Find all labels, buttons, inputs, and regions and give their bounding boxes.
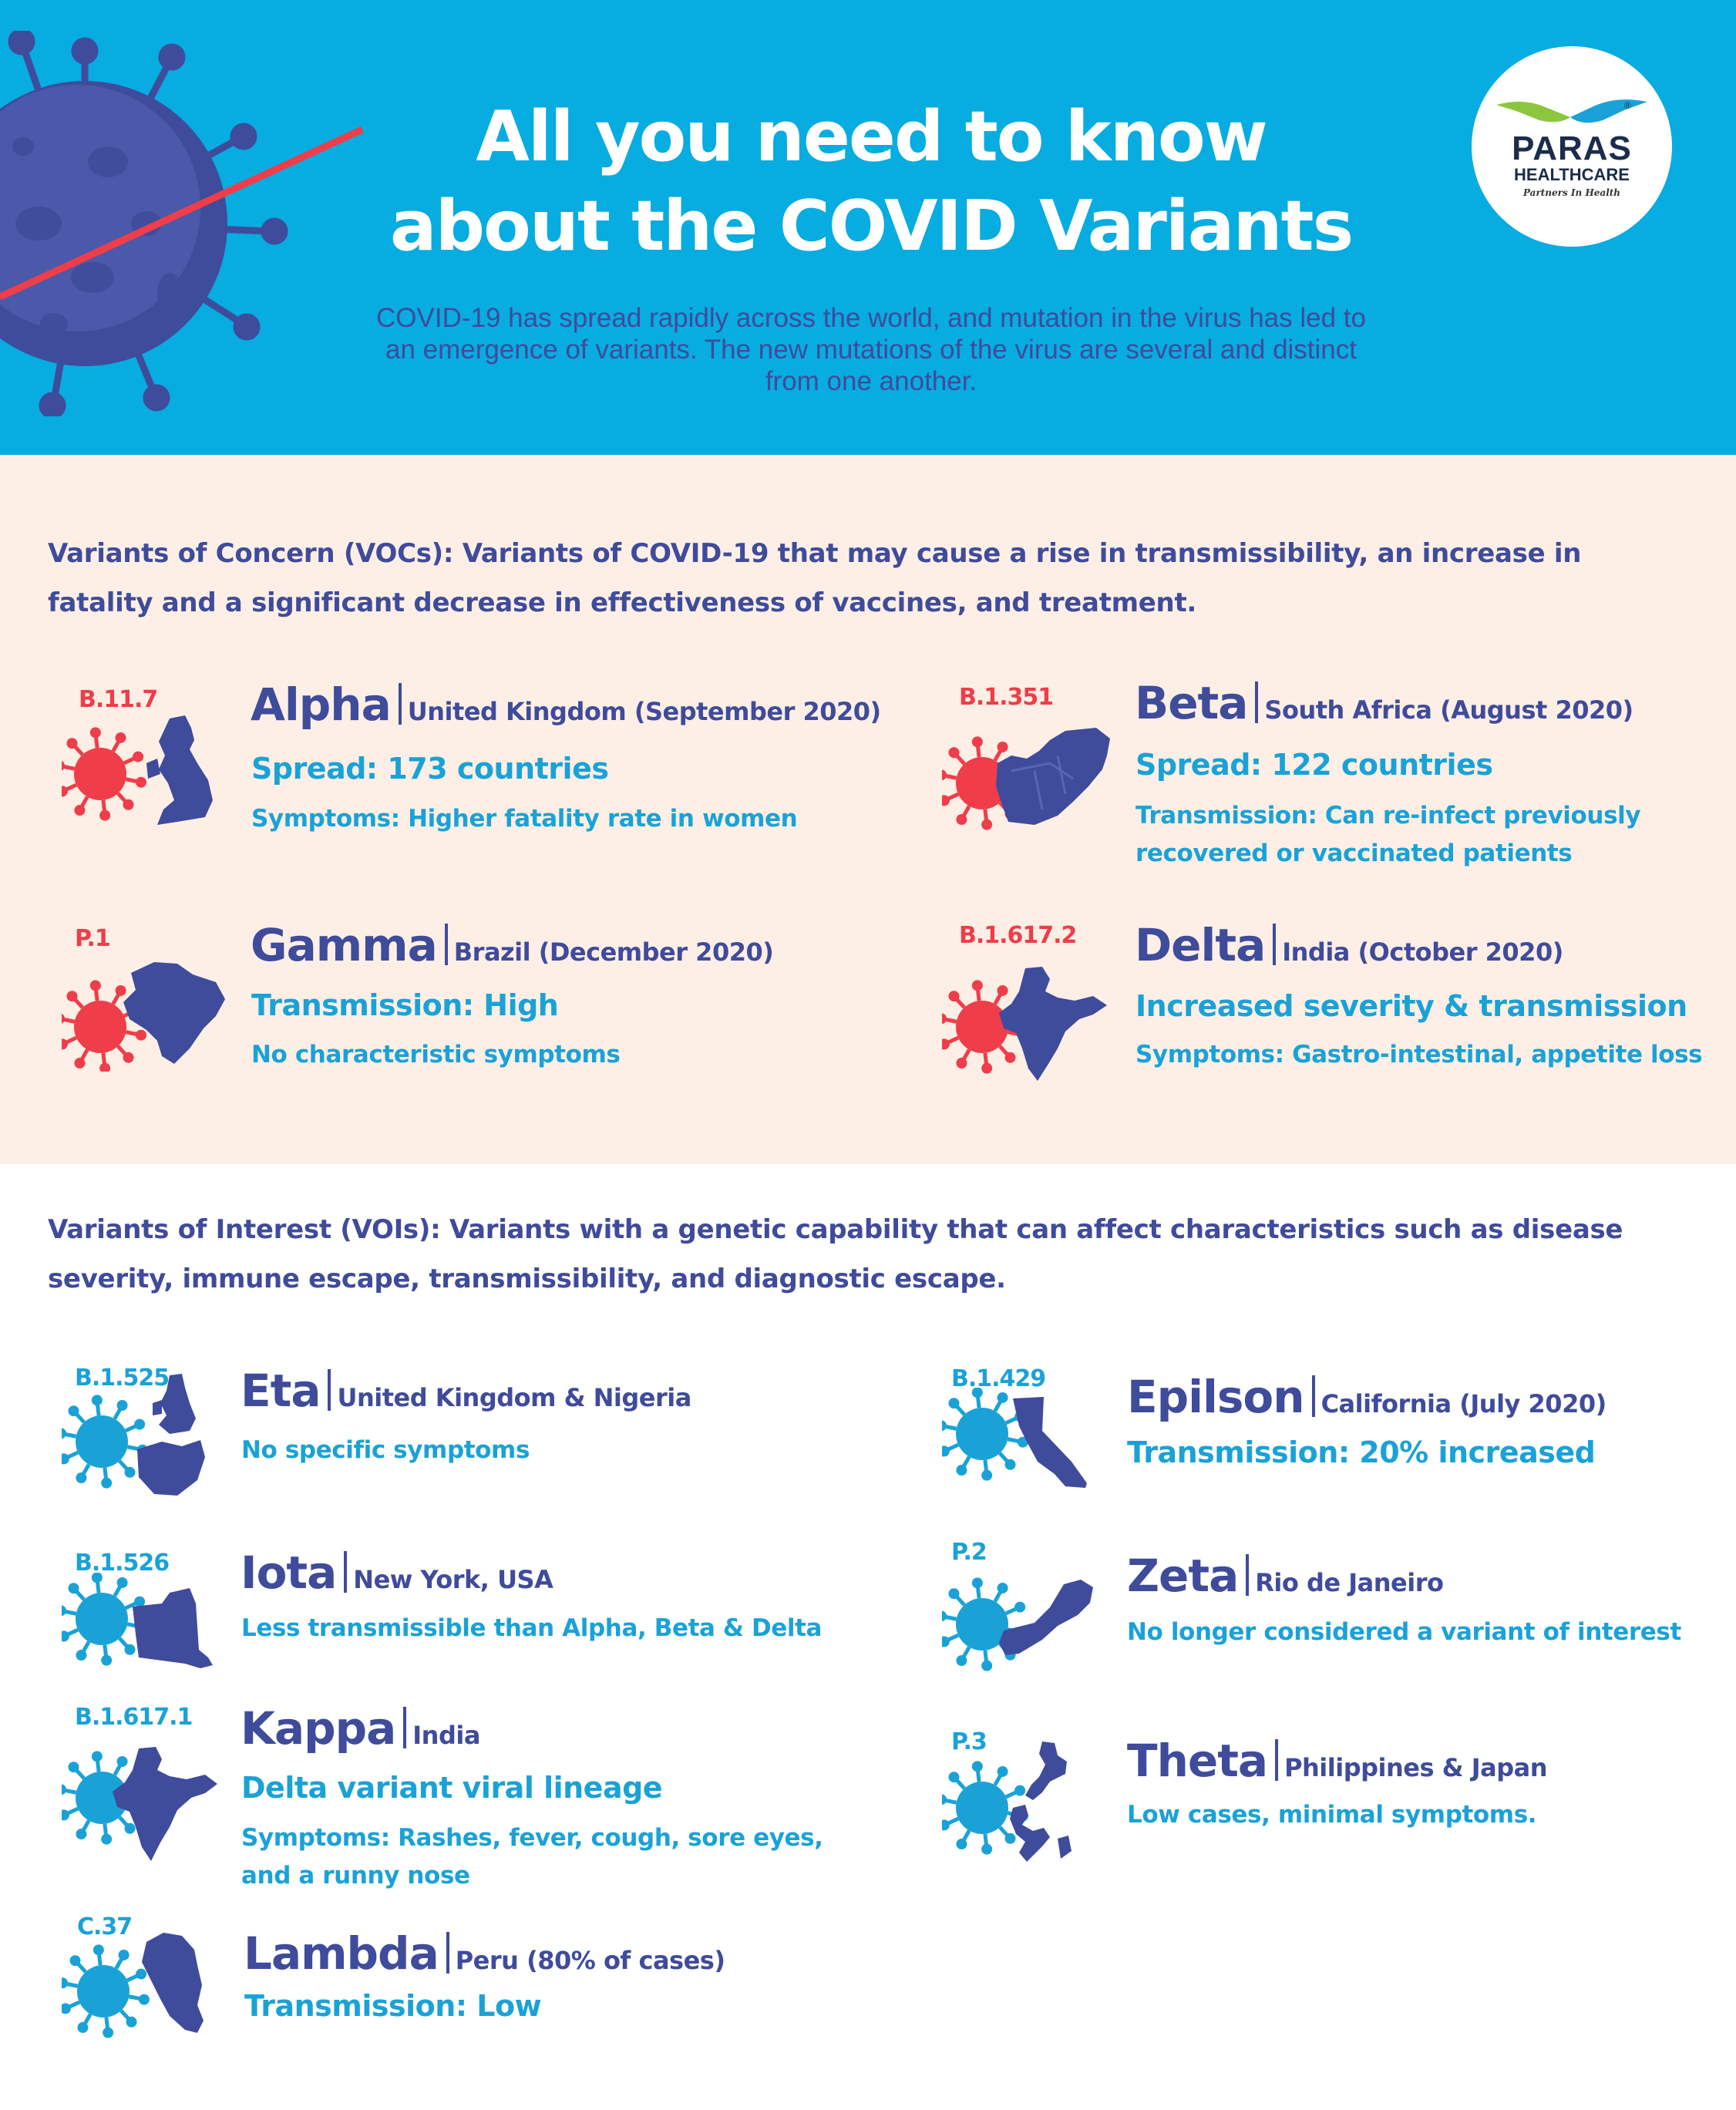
strike-line-icon (0, 126, 364, 301)
variant-name: Epilson (1127, 1371, 1305, 1423)
header-banner: All you need to know about the COVID Var… (0, 0, 1736, 455)
variant-code: B.11.7 (79, 686, 158, 713)
variant-detail-secondary: Symptoms: Higher fatality rate in women (251, 805, 798, 833)
variant-title-row: Kappa India (241, 1702, 480, 1755)
divider (1255, 681, 1259, 723)
divider (446, 1932, 449, 1974)
variant-detail-primary: Transmission: Low (244, 1989, 542, 2023)
virus-philippines-japan-map-icon (942, 1742, 1072, 1862)
variant-code: C.37 (77, 1913, 133, 1940)
variant-location: United Kingdom & Nigeria (337, 1383, 691, 1412)
variant-location: South Africa (August 2020) (1264, 695, 1633, 725)
variant-code: B.1.526 (75, 1550, 170, 1577)
variant-location: United Kingdom (September 2020) (407, 697, 881, 726)
title-line-1: All you need to know (476, 96, 1268, 177)
variant-title-row: Iota New York, USA (241, 1546, 553, 1599)
variant-title-row: Gamma Brazil (December 2020) (251, 919, 774, 971)
variant-code: P.3 (951, 1728, 987, 1755)
virus-uk-map-icon (62, 715, 213, 825)
logo-tagline: Partners In Health (1522, 187, 1621, 198)
virus-uk-nigeria-map-icon (62, 1374, 205, 1496)
variant-name: Iota (241, 1546, 337, 1599)
variant-code: B.1.617.1 (75, 1704, 193, 1731)
variant-location: New York, USA (353, 1565, 553, 1594)
variant-location: Philippines & Japan (1284, 1753, 1547, 1782)
divider (444, 924, 448, 965)
virus-rio-map-icon (942, 1577, 1093, 1671)
variant-detail-secondary: Symptoms: Rashes, fever, cough, sore eye… (241, 1824, 823, 1890)
variant-detail-primary: Transmission: 20% increased (1127, 1435, 1596, 1469)
variant-location: India (412, 1721, 480, 1750)
divider (344, 1551, 348, 1593)
variant-title-row: Alpha United Kingdom (September 2020) (251, 678, 881, 731)
variant-title-row: Beta South Africa (August 2020) (1135, 677, 1633, 729)
variant-code: B.1.617.2 (959, 922, 1077, 949)
variant-title-row: Delta India (October 2020) (1135, 919, 1563, 971)
variant-name: Kappa (241, 1702, 396, 1755)
virus-india-map-icon (62, 1747, 217, 1861)
virus-new-york-map-icon (62, 1573, 213, 1668)
variant-detail-secondary: No characteristic symptoms (251, 1041, 621, 1068)
virus-south-africa-map-icon (942, 728, 1110, 830)
virus-india-map-icon (942, 967, 1107, 1081)
variant-name: Beta (1135, 677, 1248, 729)
hands-logo-icon (1496, 99, 1647, 123)
logo-brand-line-1: PARAS (1512, 130, 1632, 167)
variant-title-row: Theta Philippines & Japan (1127, 1735, 1547, 1787)
coronavirus-illustration-icon (0, 31, 288, 416)
variant-detail-primary: Increased severity & transmission (1135, 989, 1687, 1023)
variant-location: Brazil (December 2020) (453, 937, 774, 967)
variant-detail-primary: Transmission: High (251, 988, 559, 1022)
variant-name: Lambda (244, 1927, 439, 1980)
variant-code: B.1.429 (951, 1365, 1046, 1392)
virus-california-map-icon (942, 1388, 1087, 1488)
divider (1273, 924, 1277, 965)
variant-code: P.1 (75, 925, 111, 952)
variant-location: India (October 2020) (1282, 937, 1563, 967)
title-line-2: about the COVID Variants (389, 186, 1354, 267)
divider (1311, 1375, 1315, 1417)
variant-name: Theta (1127, 1735, 1268, 1787)
voi-heading: Variants of Interest (VOIs): Variants wi… (48, 1214, 1623, 1294)
variant-code: B.1.525 (75, 1365, 170, 1392)
variant-title-row: Zeta Rio de Janeiro (1127, 1550, 1444, 1602)
divider (1246, 1554, 1250, 1596)
variant-title-row: Lambda Peru (80% of cases) (244, 1927, 725, 1980)
variant-detail-primary: Spread: 122 countries (1135, 748, 1493, 782)
variant-detail-secondary: Symptoms: Gastro-intestinal, appetite lo… (1135, 1041, 1703, 1068)
divider (1275, 1739, 1279, 1781)
logo-brand-line-2: HEALTHCARE (1514, 165, 1630, 184)
divider (328, 1369, 331, 1411)
divider (398, 683, 402, 725)
variant-detail-primary: Spread: 173 countries (251, 752, 609, 786)
variant-name: Gamma (251, 919, 438, 971)
variant-code: B.1.351 (959, 684, 1054, 711)
registered-mark: ® (1624, 100, 1631, 111)
variant-name: Alpha (251, 678, 392, 731)
voc-heading: Variants of Concern (VOCs): Variants of … (48, 538, 1582, 618)
variant-title-row: Epilson California (July 2020) (1127, 1371, 1606, 1423)
variant-detail-primary: Less transmissible than Alpha, Beta & De… (241, 1614, 823, 1642)
variant-detail-primary: No specific symptoms (241, 1436, 530, 1464)
variant-detail-primary: Delta variant viral lineage (241, 1771, 663, 1805)
variant-detail-primary: No longer considered a variant of intere… (1127, 1618, 1681, 1646)
variant-name: Eta (241, 1365, 321, 1417)
variant-location: Rio de Janeiro (1255, 1568, 1444, 1597)
intro-paragraph: COVID-19 has spread rapidly across the w… (376, 303, 1366, 396)
variant-location: California (July 2020) (1321, 1389, 1607, 1418)
virus-brazil-map-icon (62, 962, 225, 1072)
divider (403, 1707, 407, 1748)
paras-healthcare-logo: ® PARAS HEALTHCARE Partners In Health (1472, 46, 1672, 247)
variant-location: Peru (80% of cases) (455, 1946, 725, 1975)
variant-name: Delta (1135, 919, 1266, 971)
variant-title-row: Eta United Kingdom & Nigeria (241, 1365, 691, 1417)
virus-peru-map-icon (62, 1933, 204, 2038)
variant-detail-primary: Low cases, minimal symptoms. (1127, 1801, 1537, 1829)
variant-detail-secondary: Transmission: Can re-infect previously r… (1135, 802, 1641, 867)
page-title: All you need to know about the COVID Var… (324, 93, 1418, 271)
variant-name: Zeta (1127, 1550, 1239, 1602)
variant-code: P.2 (951, 1539, 987, 1566)
voc-section (0, 455, 1736, 1164)
